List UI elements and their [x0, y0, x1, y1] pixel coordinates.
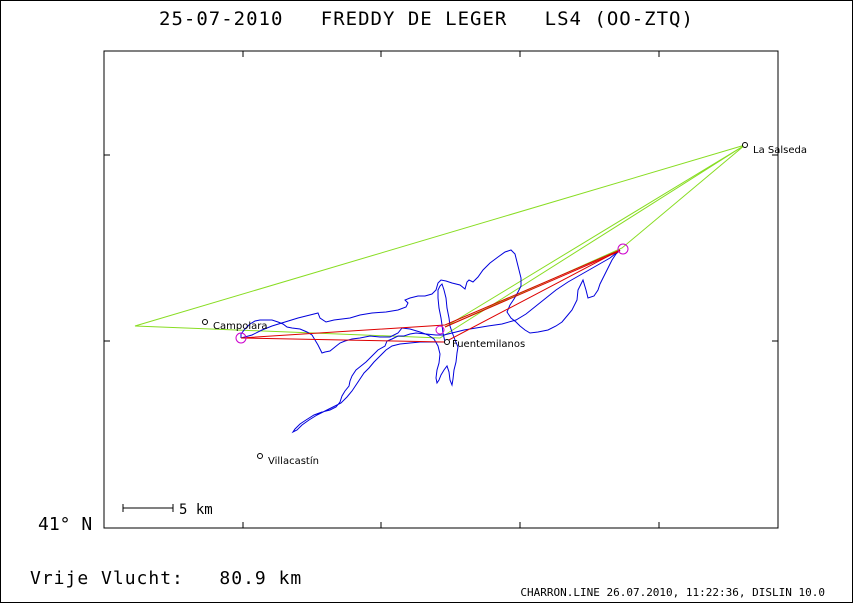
free-flight-distance: Vrije Vlucht: 80.9 km [30, 568, 302, 589]
place-markers [202, 142, 748, 459]
map-frame [103, 50, 779, 529]
flown-line [444, 250, 621, 328]
flown-line [240, 249, 621, 343]
distance-label: Vrije Vlucht: [30, 568, 184, 589]
map-title: 25-07-2010 FREDDY DE LEGER LS4 (OO-ZTQ) [159, 8, 694, 30]
place-label-la-salseda: La Salseda [753, 145, 807, 156]
place-marker [444, 339, 450, 345]
flight-track [240, 283, 459, 387]
scale-bar [122, 504, 174, 512]
place-label-campolara: Campolara [213, 321, 267, 332]
axis-ticks [104, 51, 778, 528]
turnpoint-markers [235, 243, 629, 344]
latitude-label: 41° N [38, 514, 93, 535]
turnpoint-marker [435, 325, 445, 335]
place-marker [202, 319, 208, 325]
footer-credit: CHARRON.LINE 26.07.2010, 11:22:36, DISLI… [520, 586, 825, 599]
scale-bar-label: 5 km [179, 502, 213, 518]
place-label-villacastin: Villacastín [268, 455, 319, 467]
task-line [134, 144, 746, 339]
flight-track [291, 249, 621, 434]
place-marker [257, 453, 263, 459]
place-marker [742, 142, 748, 148]
place-label-fuentemilanos: Fuentemilanos [452, 339, 525, 350]
turnpoint-marker [617, 243, 629, 255]
flight-track [240, 249, 621, 339]
turnpoint-marker [235, 332, 247, 344]
distance-value: 80.9 km [219, 568, 303, 589]
